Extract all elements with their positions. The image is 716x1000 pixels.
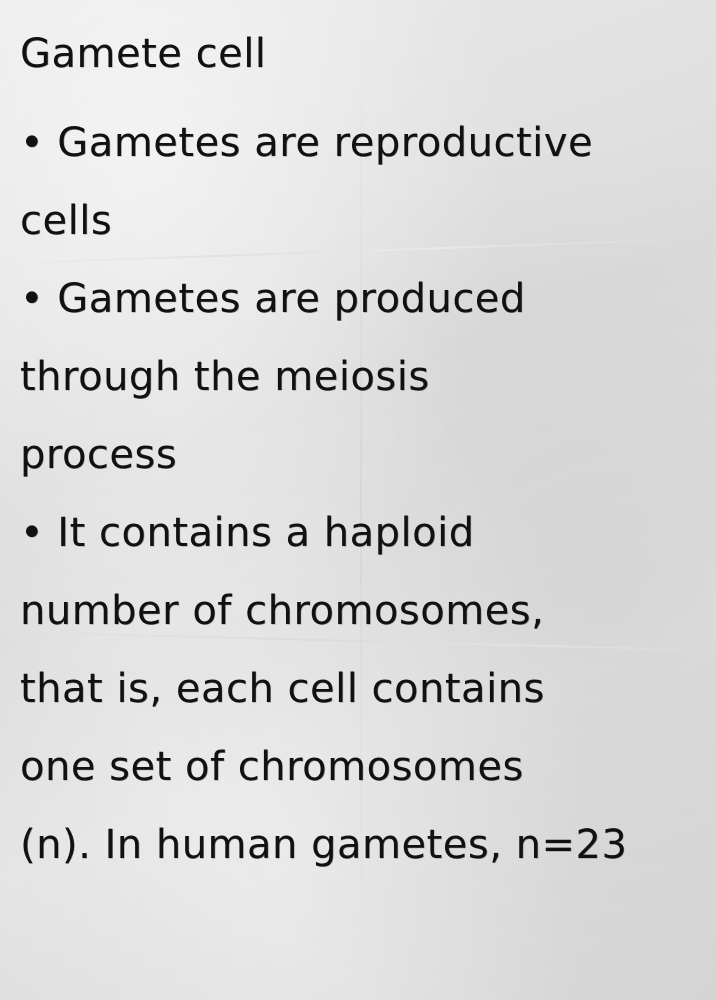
note-line: cells	[20, 198, 113, 244]
note-line: • Gametes are produced	[20, 276, 526, 322]
note-line: process	[20, 432, 178, 478]
note-line: number of chromosomes,	[20, 588, 545, 634]
handwritten-note: Gamete cell • Gametes are reproductive c…	[20, 22, 700, 884]
note-title: Gamete cell	[20, 31, 267, 77]
note-line: • Gametes are reproductive	[20, 120, 594, 166]
note-line: • It contains a haploid	[20, 510, 475, 556]
note-line: through the meiosis	[20, 354, 430, 400]
note-line: (n). In human gametes, n=23	[20, 822, 628, 868]
note-line: that is, each cell contains	[20, 666, 545, 712]
note-line: one set of chromosomes	[20, 744, 524, 790]
